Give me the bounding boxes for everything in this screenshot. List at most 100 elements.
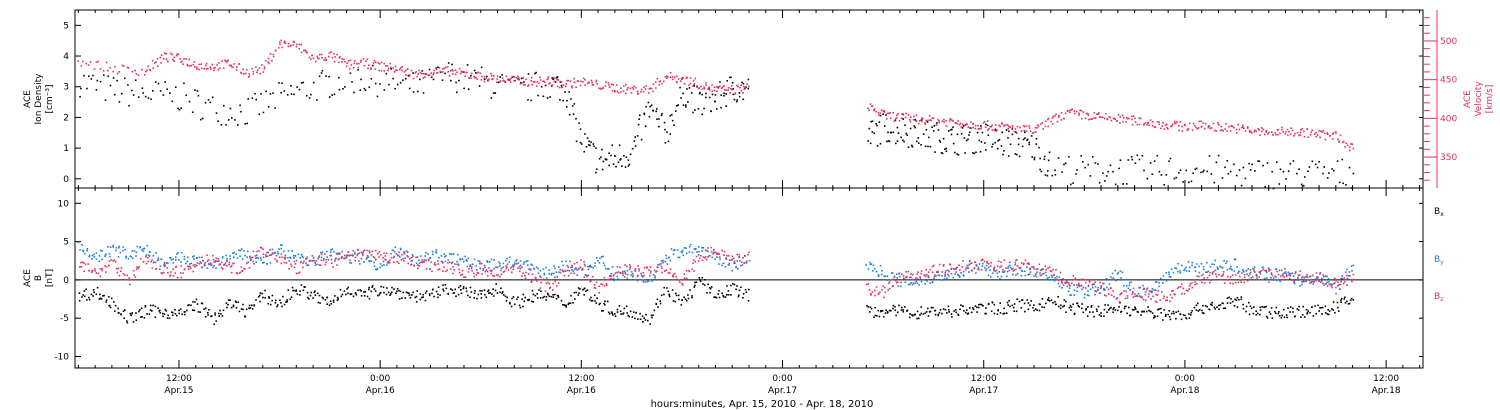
velocity-point — [463, 71, 465, 73]
velocity-point — [1324, 138, 1327, 141]
field-point-y — [262, 256, 265, 259]
velocity-point — [1242, 124, 1244, 127]
density-point — [1134, 162, 1137, 164]
velocity-point — [1248, 131, 1251, 133]
velocity-point — [114, 65, 116, 68]
field-point-y — [542, 268, 545, 270]
field-point-z — [637, 265, 639, 267]
field-point-x — [219, 309, 221, 312]
density-point — [112, 77, 115, 79]
field-point-x — [626, 312, 628, 314]
field-point-z — [962, 260, 964, 262]
field-point-z — [512, 268, 514, 271]
field-point-x — [1277, 312, 1280, 315]
field-point-z — [736, 260, 739, 262]
field-point-y — [513, 262, 516, 264]
field-point-y — [678, 256, 681, 259]
time-tick-label: 12:00 — [568, 374, 594, 384]
density-point — [598, 158, 601, 160]
field-point-x — [1047, 299, 1050, 301]
field-point-z — [262, 248, 264, 250]
field-point-y — [1253, 268, 1255, 270]
density-point — [656, 118, 658, 120]
field-point-y — [1292, 275, 1295, 277]
field-point-x — [895, 314, 897, 317]
velocity-point — [433, 69, 436, 72]
field-point-y — [402, 257, 404, 260]
velocity-tick-label: 400 — [1440, 114, 1457, 124]
field-point-y — [1202, 266, 1205, 268]
field-point-y — [1329, 283, 1332, 286]
field-point-x — [1297, 309, 1300, 311]
velocity-point — [200, 67, 203, 70]
field-point-z — [624, 273, 627, 275]
field-point-z — [1330, 285, 1333, 287]
velocity-point — [1350, 143, 1352, 145]
field-point-x — [965, 311, 967, 314]
velocity-point — [487, 79, 490, 82]
velocity-point — [557, 85, 559, 88]
field-point-y — [1249, 269, 1252, 271]
density-point — [645, 105, 647, 108]
field-point-x — [126, 321, 129, 324]
density-point — [370, 78, 373, 80]
density-point — [244, 123, 247, 125]
field-point-z — [916, 273, 918, 275]
field-point-x — [1226, 302, 1229, 304]
field-point-x — [1253, 306, 1255, 308]
field-point-x — [1320, 307, 1322, 309]
field-point-y — [999, 278, 1001, 280]
field-point-z — [325, 261, 327, 264]
field-point-y — [418, 262, 421, 265]
field-point-x — [462, 286, 465, 288]
field-point-z — [387, 262, 390, 264]
field-point-z — [1309, 275, 1312, 278]
velocity-point — [352, 67, 355, 69]
field-point-x — [1193, 306, 1196, 309]
field-point-x — [1259, 313, 1261, 316]
velocity-point — [503, 80, 505, 82]
field-point-x — [1350, 297, 1353, 300]
velocity-point — [1078, 112, 1080, 115]
field-point-x — [473, 297, 475, 299]
density-point — [234, 119, 236, 121]
field-point-y — [199, 261, 201, 263]
field-point-z — [1143, 287, 1145, 290]
field-point-x — [162, 312, 164, 315]
field-point-y — [575, 268, 578, 270]
field-point-y — [562, 264, 565, 267]
field-point-x — [1043, 306, 1045, 309]
field-point-y — [1034, 274, 1037, 276]
velocity-point — [292, 44, 295, 46]
field-point-y — [1255, 273, 1258, 276]
density-point — [333, 93, 336, 96]
field-point-z — [1112, 290, 1114, 292]
field-point-z — [238, 272, 241, 274]
field-point-z — [983, 260, 986, 263]
field-point-y — [561, 260, 563, 263]
field-point-y — [1128, 284, 1131, 287]
field-point-x — [1266, 317, 1269, 319]
field-point-x — [332, 299, 335, 302]
density-point — [628, 163, 631, 166]
field-point-z — [412, 255, 414, 257]
field-point-x — [220, 313, 222, 315]
field-point-y — [1103, 289, 1105, 291]
velocity-point — [579, 84, 582, 87]
field-tick-label: 5 — [63, 238, 69, 248]
density-point — [392, 77, 394, 80]
field-point-x — [1103, 315, 1105, 317]
field-point-y — [1137, 293, 1140, 295]
field-point-x — [391, 291, 393, 294]
field-point-z — [743, 255, 746, 257]
density-point — [1089, 175, 1092, 177]
velocity-point — [1236, 132, 1238, 134]
field-point-x — [1249, 305, 1252, 308]
field-point-y — [941, 275, 943, 277]
field-point-x — [1321, 313, 1323, 315]
field-point-z — [139, 257, 142, 260]
field-point-y — [622, 274, 624, 277]
field-point-y — [1115, 279, 1117, 282]
field-point-x — [894, 306, 896, 308]
field-point-x — [102, 295, 104, 297]
